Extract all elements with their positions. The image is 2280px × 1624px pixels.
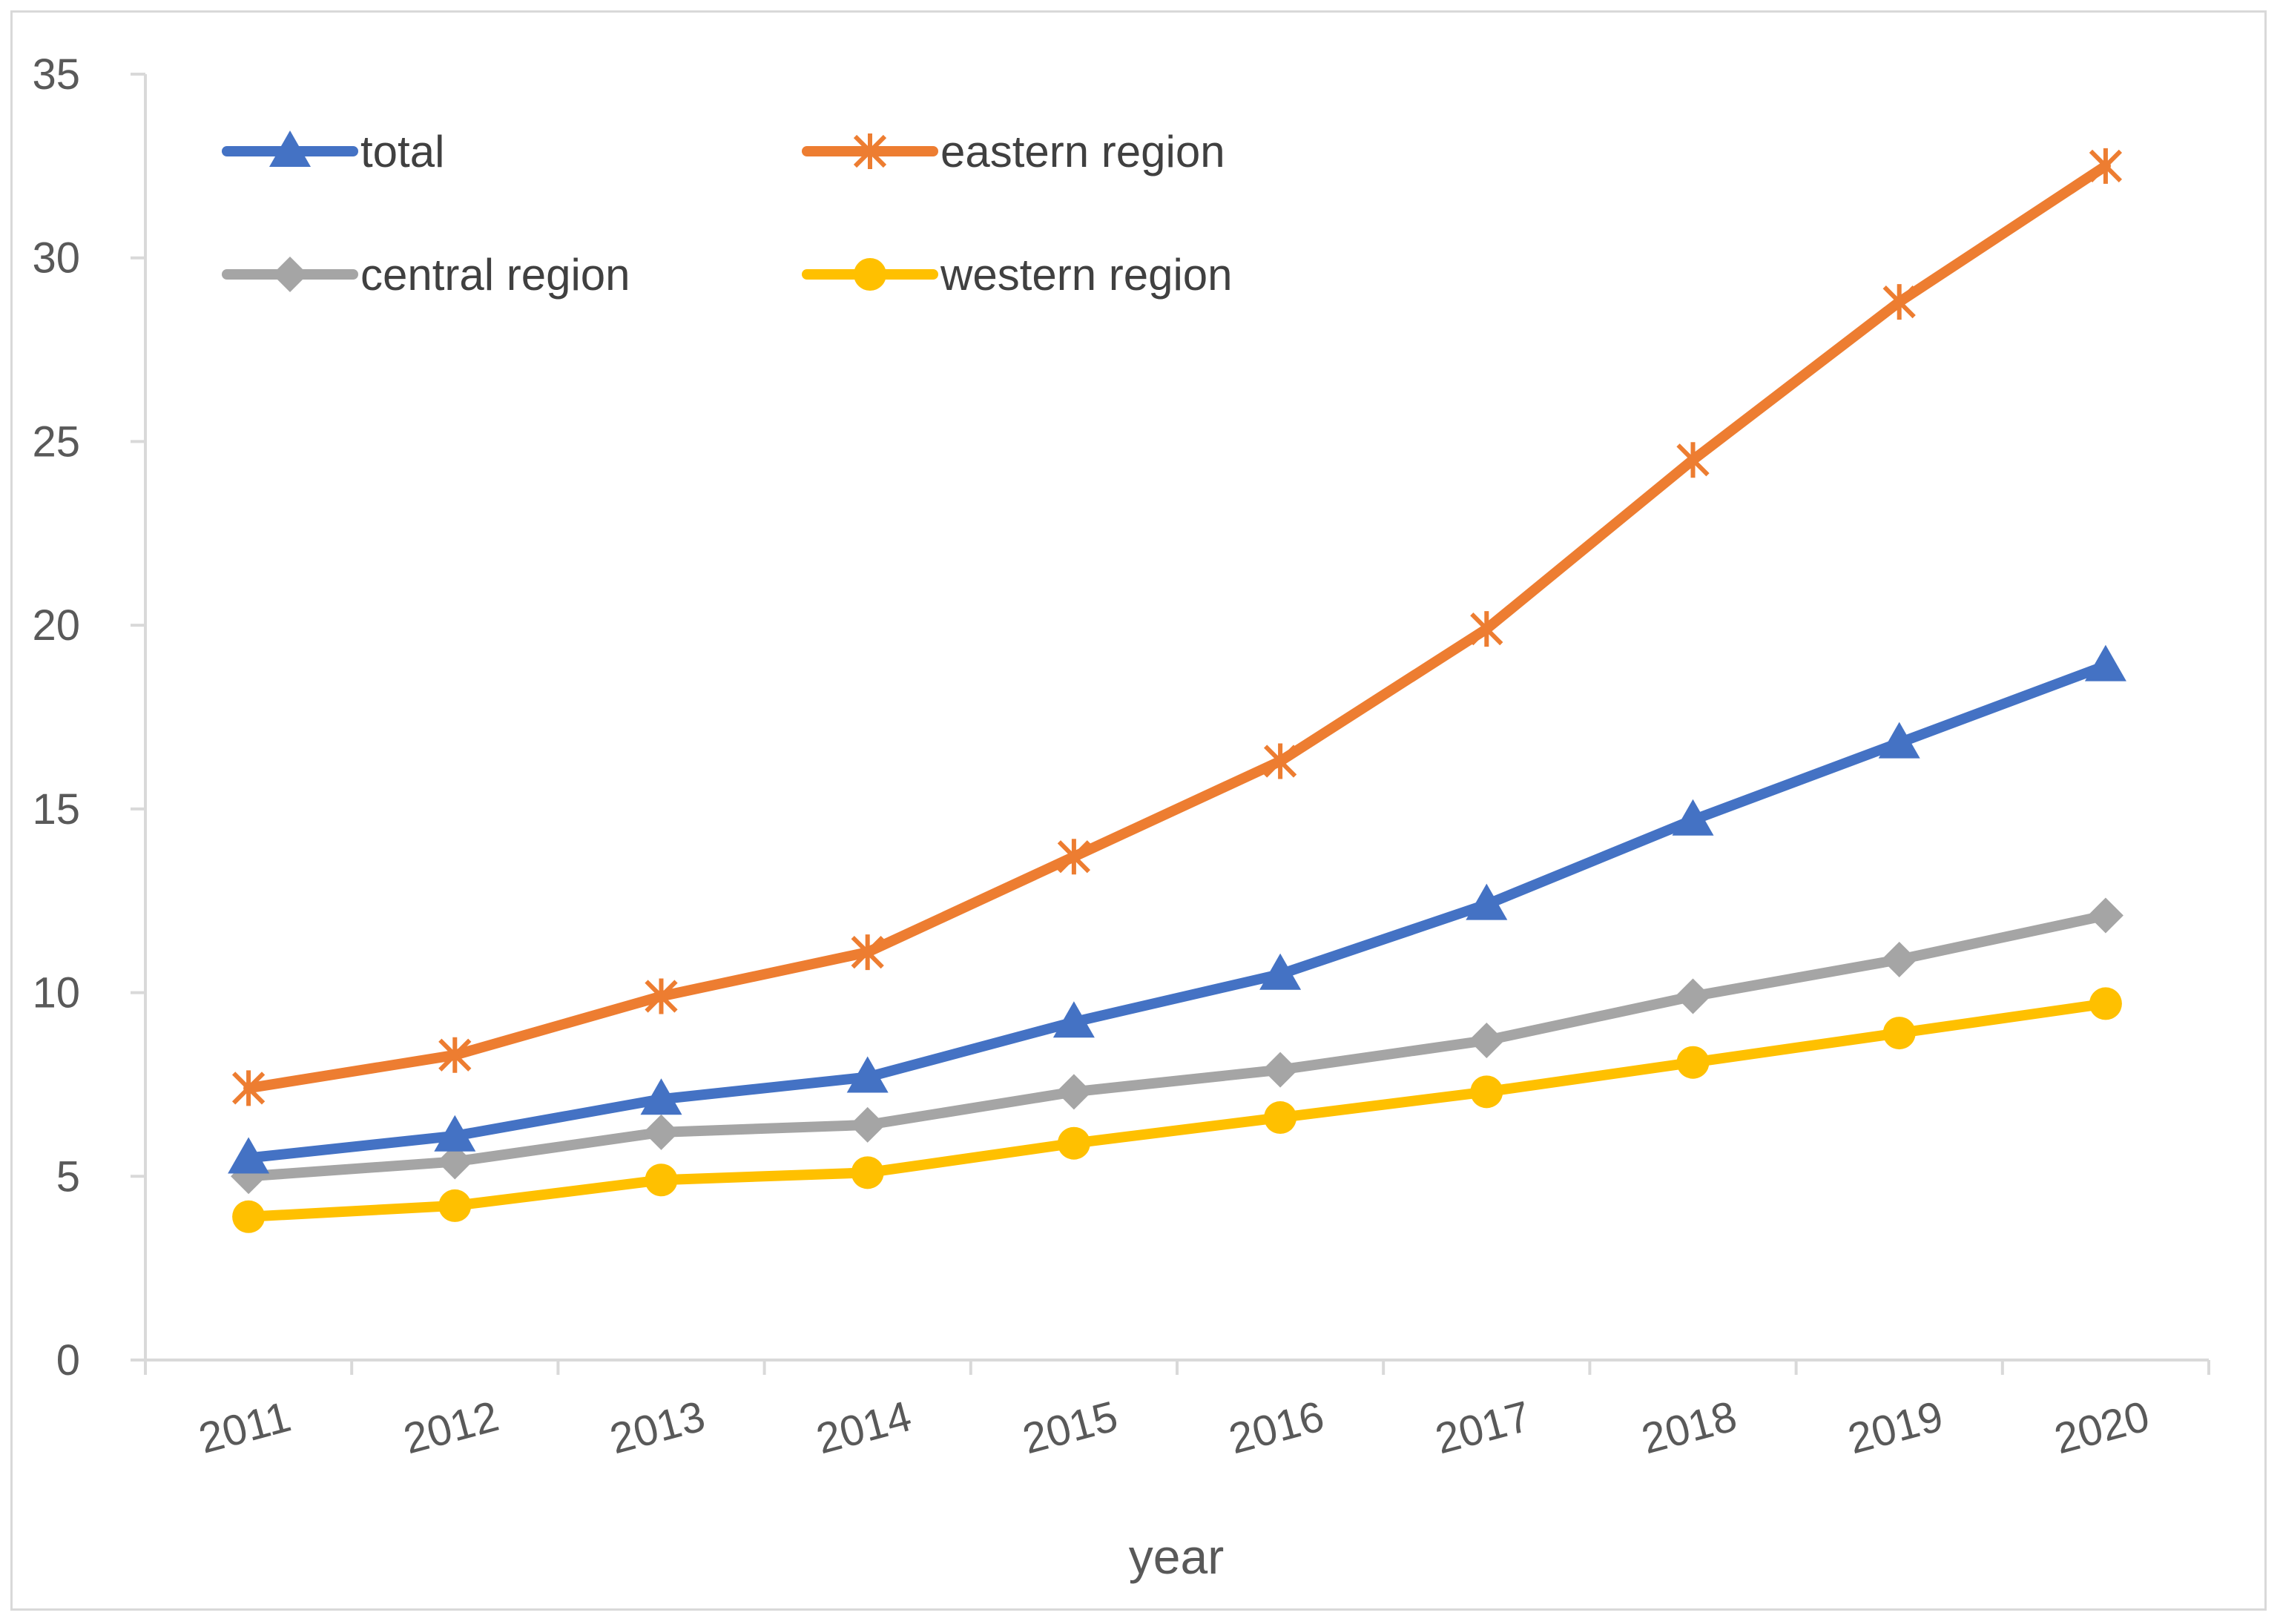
data-point bbox=[1469, 1022, 1505, 1058]
series-line bbox=[243, 660, 2111, 1163]
series-central-region bbox=[231, 897, 2124, 1195]
x-tick-label: 2016 bbox=[1224, 1392, 1328, 1463]
data-point bbox=[1882, 284, 1916, 320]
data-point bbox=[1263, 743, 1297, 779]
data-point bbox=[1057, 1126, 1090, 1160]
y-tick-label: 5 bbox=[56, 1152, 80, 1201]
data-point bbox=[1881, 941, 1917, 977]
legend-marker bbox=[854, 258, 886, 291]
data-point bbox=[1259, 953, 1302, 990]
data-point bbox=[231, 1070, 266, 1106]
x-tick-label: 2018 bbox=[1637, 1392, 1742, 1463]
legend-item: western region bbox=[802, 250, 1233, 300]
y-tick-label: 15 bbox=[32, 785, 80, 834]
series-lines bbox=[228, 148, 2126, 1233]
data-point bbox=[1470, 1075, 1503, 1109]
data-point bbox=[851, 1156, 884, 1189]
x-tick-label: 2020 bbox=[2049, 1392, 2154, 1463]
data-point bbox=[228, 1137, 270, 1174]
series-total bbox=[228, 644, 2126, 1174]
x-tick-label: 2012 bbox=[399, 1392, 504, 1463]
data-point bbox=[437, 1143, 473, 1180]
data-point bbox=[1470, 611, 1503, 647]
data-point bbox=[1262, 1052, 1299, 1088]
data-point bbox=[1264, 1101, 1297, 1135]
data-point bbox=[2084, 644, 2126, 681]
data-point bbox=[434, 1115, 476, 1152]
legend-item: total bbox=[222, 127, 444, 176]
data-point bbox=[1882, 1017, 1916, 1050]
data-point bbox=[2089, 148, 2123, 184]
data-point bbox=[1675, 978, 1711, 1014]
data-point bbox=[851, 934, 884, 971]
legend-label: central region bbox=[360, 250, 630, 300]
legend-label: eastern region bbox=[940, 127, 1225, 176]
x-tick-label: 2013 bbox=[605, 1392, 710, 1463]
legend-marker bbox=[269, 131, 311, 167]
data-point bbox=[232, 1200, 266, 1233]
data-point bbox=[1676, 442, 1710, 478]
data-point bbox=[643, 1114, 679, 1150]
x-tick-label: 2014 bbox=[811, 1392, 916, 1463]
series-line bbox=[243, 910, 2111, 1182]
legend-item: central region bbox=[222, 250, 630, 300]
y-tick-label: 25 bbox=[32, 417, 80, 466]
y-tick-label: 30 bbox=[32, 234, 80, 283]
legend: total eastern region central region western… bbox=[222, 127, 1233, 300]
series-western-region bbox=[232, 987, 2122, 1233]
data-point bbox=[1672, 799, 1714, 836]
y-tick-label: 0 bbox=[56, 1336, 80, 1384]
data-point bbox=[846, 1056, 889, 1093]
y-tick-label: 10 bbox=[32, 969, 80, 1017]
x-tick-label: 2017 bbox=[1431, 1392, 1535, 1463]
data-point bbox=[1676, 1046, 1710, 1079]
chart-frame bbox=[10, 10, 2267, 1611]
data-point bbox=[438, 1037, 472, 1073]
data-point bbox=[1055, 1074, 1092, 1110]
legend-marker bbox=[272, 257, 308, 292]
y-tick-label: 20 bbox=[32, 601, 80, 650]
x-axis-title: year bbox=[1129, 1529, 1224, 1584]
series-line bbox=[243, 998, 2111, 1222]
data-point bbox=[645, 1163, 678, 1197]
series-eastern-region bbox=[231, 148, 2123, 1106]
data-point bbox=[1057, 839, 1091, 875]
data-point bbox=[2087, 897, 2124, 934]
series-line bbox=[243, 160, 2111, 1094]
data-point bbox=[1878, 722, 1920, 759]
x-tick-label: 2015 bbox=[1018, 1392, 1122, 1463]
data-point bbox=[849, 1106, 886, 1143]
legend-label: total bbox=[360, 127, 444, 176]
legend-item: eastern region bbox=[802, 127, 1225, 176]
data-point bbox=[645, 978, 678, 1014]
data-point bbox=[438, 1189, 472, 1222]
data-point bbox=[2089, 987, 2122, 1020]
data-point bbox=[1052, 1001, 1095, 1038]
x-tick-label: 2011 bbox=[194, 1393, 295, 1463]
legend-marker bbox=[853, 133, 887, 169]
data-point bbox=[1466, 883, 1508, 920]
legend-label: western region bbox=[940, 250, 1233, 300]
y-tick-label: 35 bbox=[32, 50, 80, 99]
data-point bbox=[640, 1078, 682, 1115]
x-tick-label: 2019 bbox=[1843, 1392, 1948, 1463]
